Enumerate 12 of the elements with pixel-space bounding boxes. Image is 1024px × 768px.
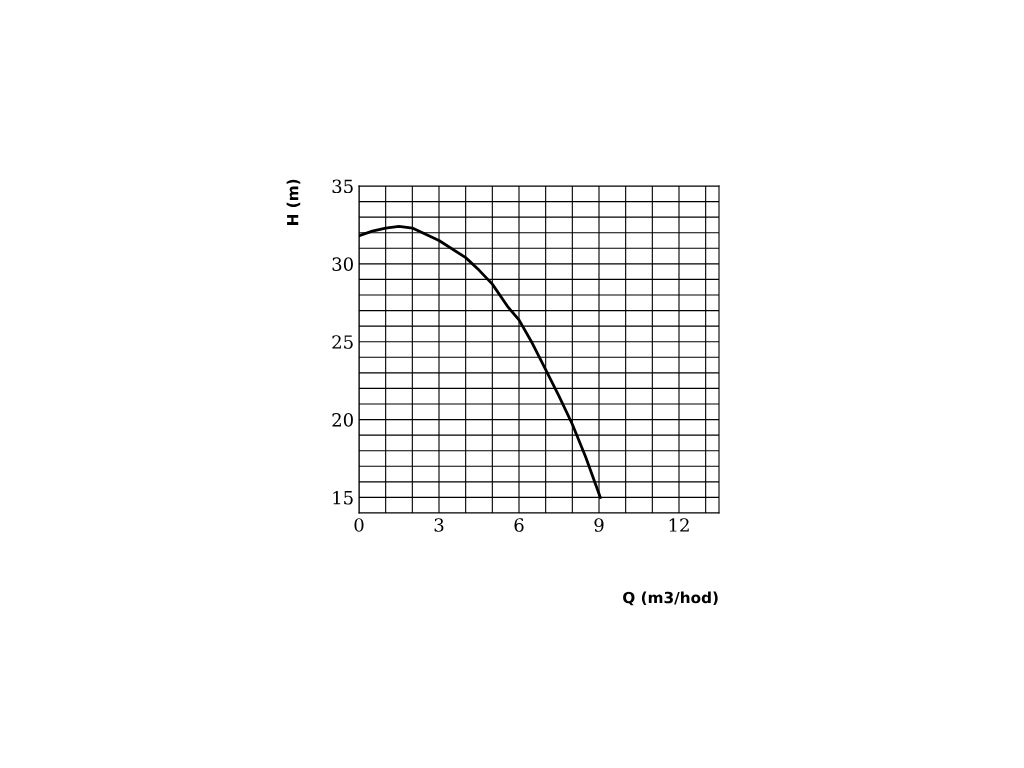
y-tick-label: 25 bbox=[332, 335, 353, 349]
x-tick-label: 3 bbox=[434, 518, 444, 532]
x-tick-label: 9 bbox=[594, 518, 604, 532]
x-tick-label: 6 bbox=[514, 518, 524, 532]
x-axis-title: Q (m3/hod) bbox=[623, 591, 718, 606]
x-tick-label: 0 bbox=[354, 518, 364, 532]
y-tick-label: 30 bbox=[332, 257, 353, 271]
y-tick-label: 35 bbox=[332, 179, 353, 194]
y-axis-title: H (m) bbox=[286, 179, 301, 225]
x-tick-label: 12 bbox=[669, 518, 689, 532]
y-tick-label: 20 bbox=[332, 413, 353, 427]
y-tick-label: 15 bbox=[333, 490, 353, 505]
